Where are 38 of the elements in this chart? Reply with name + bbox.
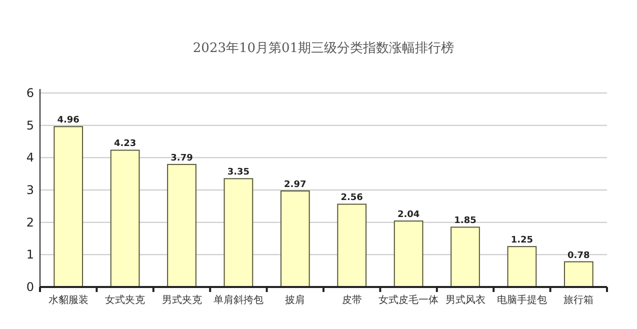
data-label: 2.04 <box>397 210 420 220</box>
bar <box>507 246 537 288</box>
data-label: 3.79 <box>170 153 193 164</box>
bar <box>450 226 480 288</box>
bar <box>224 178 254 288</box>
data-label: 1.85 <box>454 216 476 226</box>
x-tick-label: 男式风衣 <box>445 294 486 306</box>
x-tick-label: 单肩斜挎包 <box>213 294 264 306</box>
bar <box>280 190 310 288</box>
y-tick-label: 4 <box>26 150 34 165</box>
data-label: 1.25 <box>510 236 534 246</box>
bar <box>110 150 140 288</box>
bar <box>54 126 84 288</box>
bar <box>564 261 594 288</box>
data-label: 0.78 <box>568 250 590 261</box>
chart-title: 2023年10月第01期三级分类指数涨幅排行榜 <box>192 41 454 56</box>
y-tick-label: 5 <box>26 118 34 132</box>
data-label: 2.97 <box>284 180 306 190</box>
y-tick-label: 1 <box>26 248 34 262</box>
y-tick-label: 3 <box>26 183 34 197</box>
data-label: 4.23 <box>114 139 136 150</box>
data-label: 3.35 <box>227 168 250 178</box>
data-label: 4.96 <box>57 116 80 126</box>
bar <box>337 204 367 288</box>
x-tick-label: 水貂服装 <box>48 294 88 306</box>
x-tick-label: 女式皮毛一体 <box>378 294 439 306</box>
y-tick-label: 2 <box>26 215 34 230</box>
x-tick-label: 电脑手提包 <box>496 294 547 306</box>
bar <box>167 164 196 288</box>
y-tick-label: 6 <box>26 86 34 100</box>
data-label: 2.56 <box>340 193 363 204</box>
x-tick-label: 旅行箱 <box>564 294 594 306</box>
y-tick-label: 0 <box>26 280 34 294</box>
x-tick-label: 女式夹克 <box>105 294 146 306</box>
x-tick-label: 皮带 <box>342 294 362 306</box>
x-tick-label: 披肩 <box>285 294 306 306</box>
x-tick-label: 男式夹克 <box>162 294 202 306</box>
bar <box>394 220 424 288</box>
